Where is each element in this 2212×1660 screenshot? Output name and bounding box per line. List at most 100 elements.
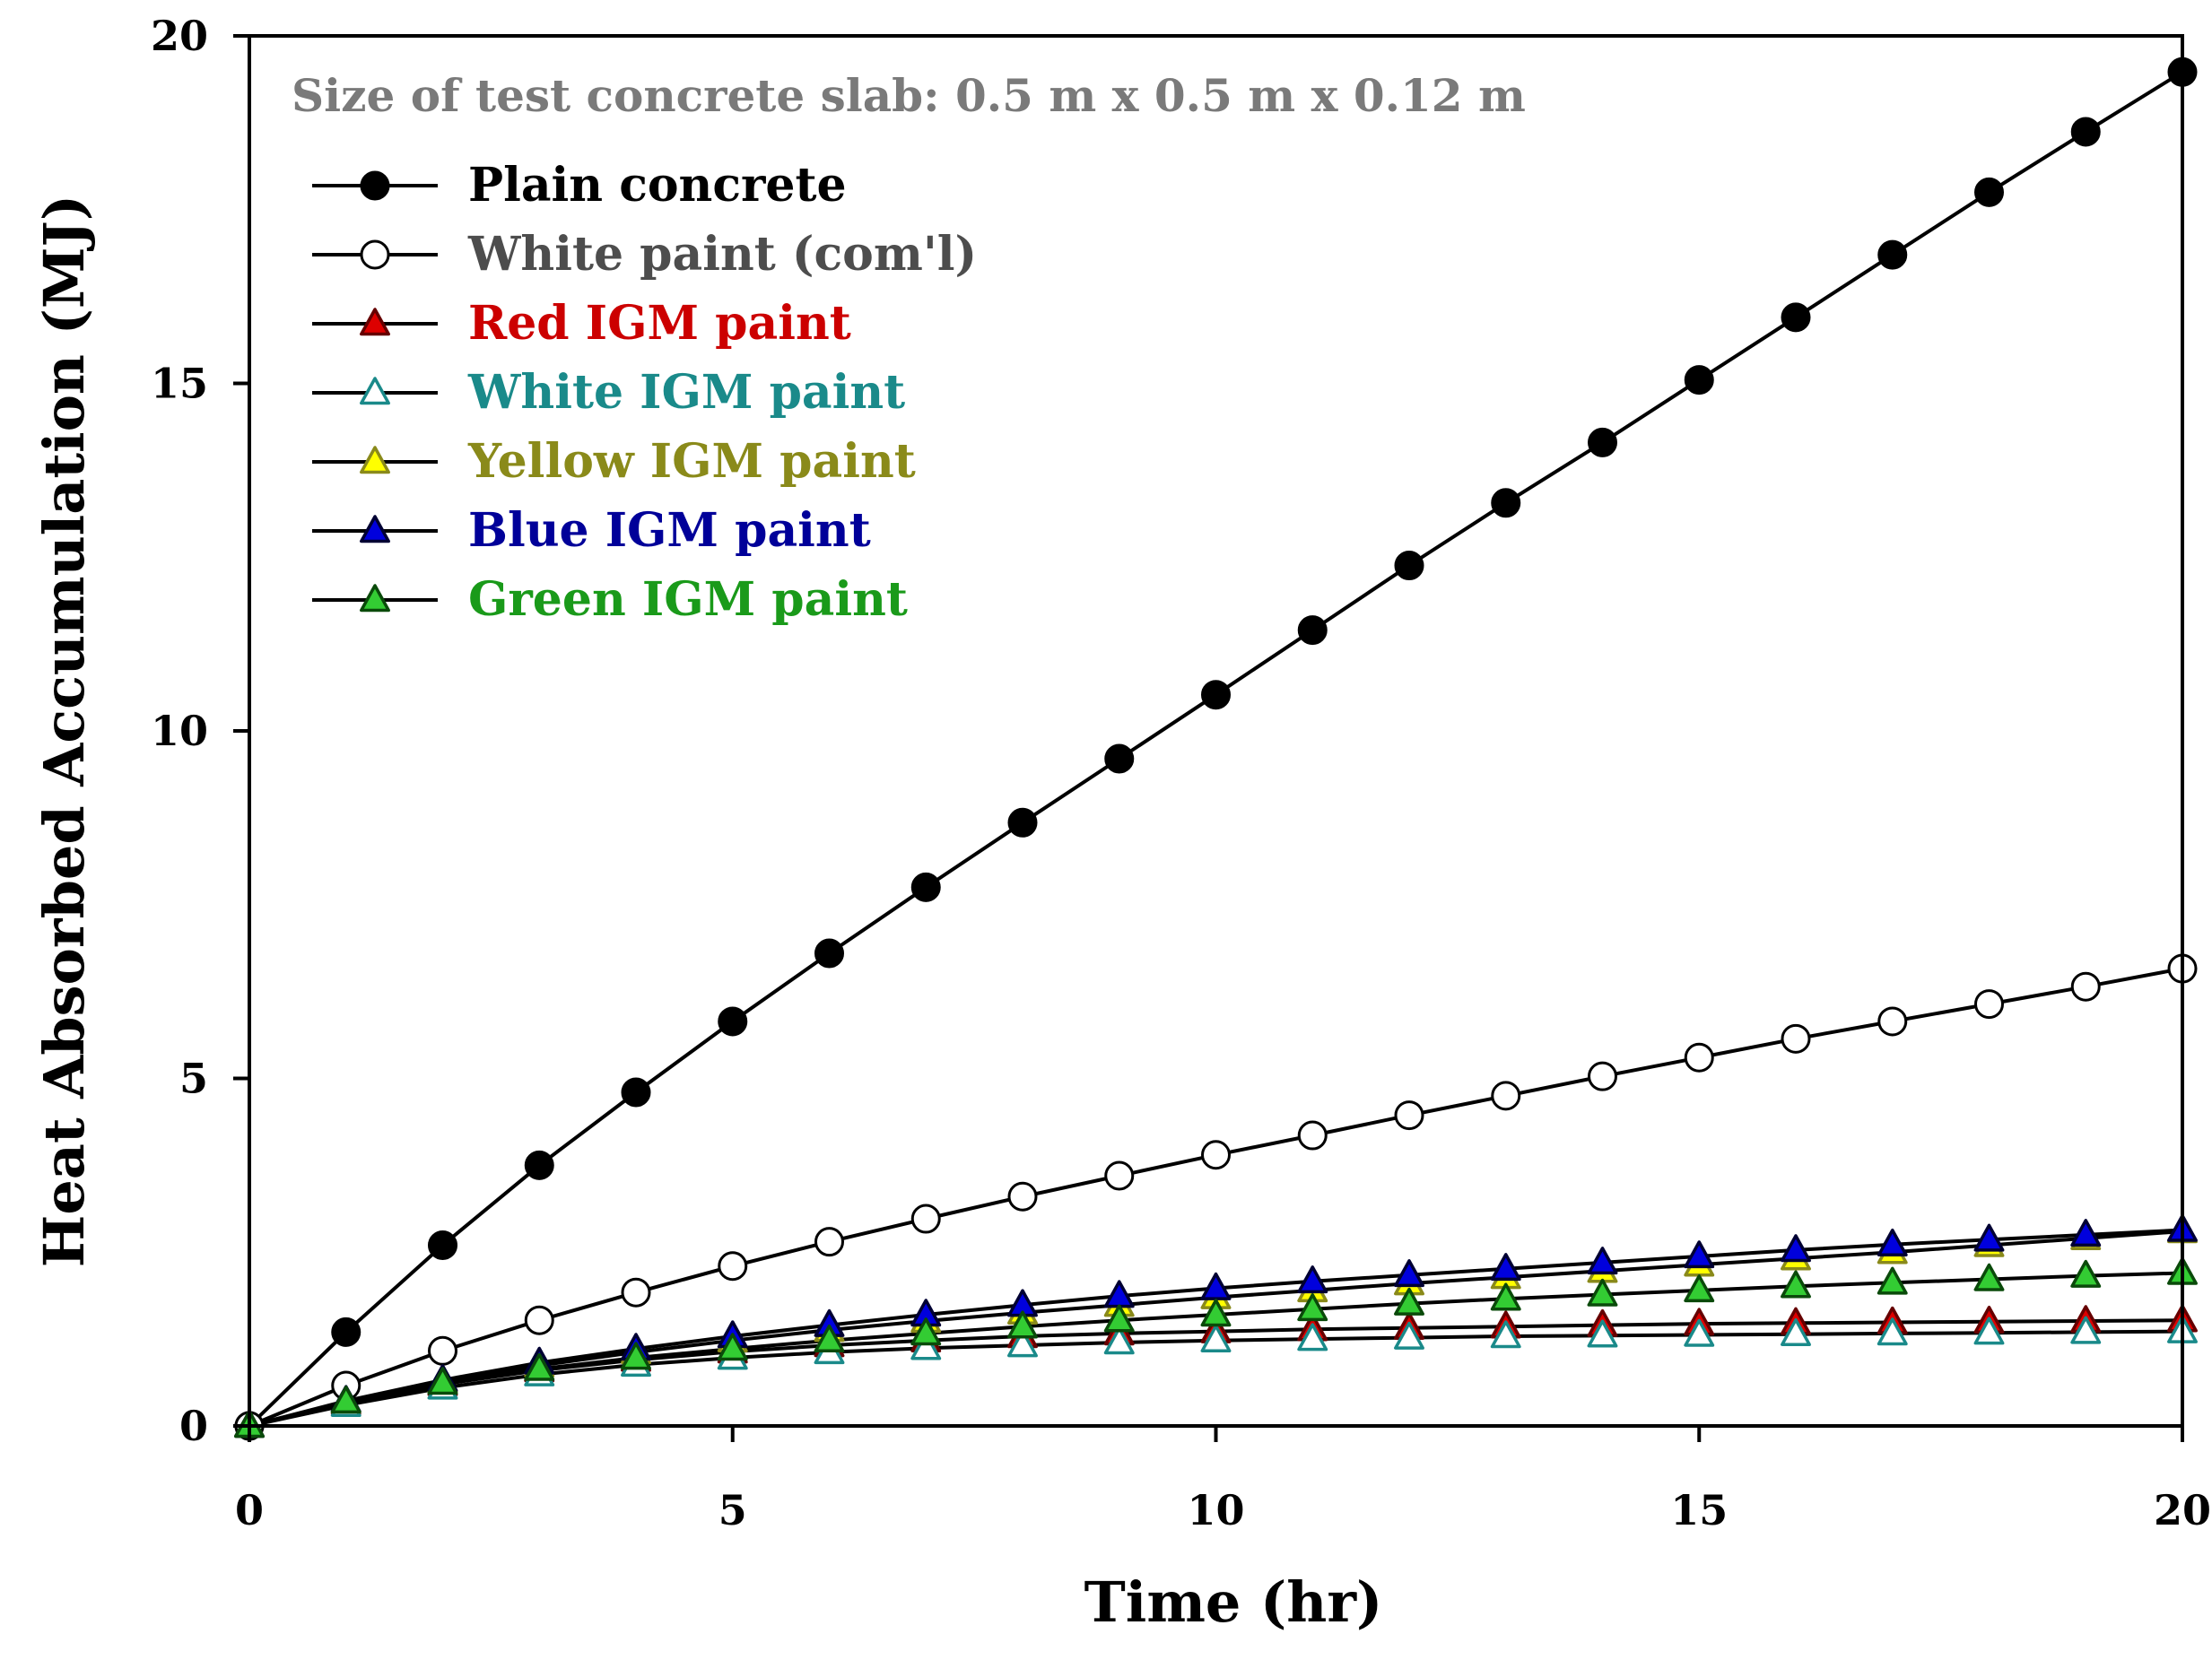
data-point-white-paint-com-l <box>621 1277 651 1308</box>
legend-label-white-paint-com-l: White paint (com'l) <box>467 227 977 282</box>
data-point-green-igm-paint <box>427 1367 458 1395</box>
data-point-white-paint-com-l <box>1877 1006 1908 1037</box>
ticks-layer: 0 5 10 15 20 0 5 10 15 20 <box>151 12 2211 1534</box>
data-point-blue-igm-paint <box>1973 1223 2005 1252</box>
data-point-green-igm-paint <box>1781 1270 1811 1299</box>
y-tick-label: 15 <box>151 360 208 408</box>
data-point-green-igm-paint <box>1877 1266 1908 1295</box>
legend-marker-yellow-igm-paint <box>360 446 390 474</box>
data-point-green-igm-paint <box>1007 1310 1038 1339</box>
legend-label-blue-igm-paint: Blue IGM paint <box>468 503 871 558</box>
data-point-white-paint-com-l <box>1394 1100 1424 1131</box>
data-point-green-igm-paint <box>1103 1304 1135 1333</box>
data-point-green-igm-paint <box>1200 1299 1232 1327</box>
data-point-plain-concrete <box>621 1077 651 1108</box>
data-point-green-igm-paint <box>1394 1287 1424 1316</box>
data-point-white-paint-com-l <box>1491 1081 1521 1111</box>
data-point-plain-concrete <box>1201 680 1231 710</box>
data-point-blue-igm-paint <box>1394 1259 1424 1288</box>
legend-marker-white-paint-com-l <box>360 239 390 270</box>
legend-label-red-igm-paint: Red IGM paint <box>468 296 851 351</box>
data-point-plain-concrete <box>718 1006 748 1037</box>
data-point-blue-igm-paint <box>1781 1234 1811 1263</box>
data-point-green-igm-paint <box>1490 1282 1521 1311</box>
data-point-plain-concrete <box>524 1150 554 1180</box>
slab-size-annotation: Size of test concrete slab: 0.5 m x 0.5 … <box>292 69 1526 122</box>
data-point-plain-concrete <box>1781 302 1811 333</box>
data-point-white-igm-paint <box>1394 1321 1424 1350</box>
data-point-white-igm-paint <box>2070 1316 2102 1344</box>
legend-marker-white-igm-paint <box>360 377 390 405</box>
legend-label-white-igm-paint: White IGM paint <box>467 365 905 420</box>
data-point-white-paint-com-l <box>1104 1160 1135 1191</box>
data-point-plain-concrete <box>1877 239 1908 270</box>
data-point-blue-igm-paint <box>1200 1272 1232 1300</box>
x-tick-label: 20 <box>2154 1486 2211 1534</box>
data-point-green-igm-paint <box>1684 1274 1715 1303</box>
data-point-white-paint-com-l <box>910 1204 941 1234</box>
data-point-green-igm-paint <box>330 1386 361 1414</box>
data-point-white-igm-paint <box>910 1332 942 1360</box>
data-point-white-igm-paint <box>1684 1318 1715 1347</box>
data-point-green-igm-paint <box>1973 1263 2005 1291</box>
y-tick-label: 5 <box>179 1055 208 1103</box>
data-point-white-igm-paint <box>1103 1326 1135 1355</box>
x-axis-title: Time (hr) <box>1084 1569 1383 1635</box>
data-point-white-igm-paint <box>1490 1320 1521 1349</box>
data-point-green-igm-paint <box>1297 1293 1328 1322</box>
data-point-plain-concrete <box>1104 743 1135 774</box>
data-point-green-igm-paint <box>1587 1278 1618 1307</box>
x-tick-label: 15 <box>1670 1486 1728 1534</box>
x-tick-label: 0 <box>235 1486 264 1534</box>
y-tick-label: 0 <box>179 1402 208 1450</box>
data-point-green-igm-paint <box>524 1352 555 1381</box>
legend-marker-blue-igm-paint <box>360 515 390 543</box>
data-point-white-paint-com-l <box>524 1305 554 1335</box>
data-point-white-igm-paint <box>1297 1323 1328 1351</box>
data-point-white-paint-com-l <box>1781 1023 1811 1054</box>
data-point-plain-concrete <box>1588 427 1617 457</box>
data-point-plain-concrete <box>331 1317 361 1347</box>
legend: Plain concrete White paint (com'l) Red IGM… <box>312 158 977 627</box>
data-point-plain-concrete <box>1974 177 2004 207</box>
data-point-white-paint-com-l <box>718 1251 748 1282</box>
data-point-blue-igm-paint <box>1297 1265 1328 1294</box>
data-point-green-igm-paint <box>910 1317 942 1346</box>
legend-label-yellow-igm-paint: Yellow IGM paint <box>467 434 916 489</box>
x-tick-label: 5 <box>718 1486 747 1534</box>
data-point-blue-igm-paint <box>2070 1219 2102 1247</box>
data-point-green-igm-paint <box>814 1324 845 1352</box>
data-point-green-igm-paint <box>621 1342 651 1370</box>
data-point-plain-concrete <box>814 938 844 969</box>
data-point-blue-igm-paint <box>1877 1228 1908 1256</box>
legend-marker-plain-concrete <box>360 170 390 201</box>
data-point-plain-concrete <box>1491 488 1521 518</box>
data-point-white-paint-com-l <box>1007 1181 1038 1212</box>
data-point-white-paint-com-l <box>2070 971 2101 1002</box>
data-point-white-igm-paint <box>1973 1317 2005 1345</box>
legend-label-green-igm-paint: Green IGM paint <box>468 572 908 627</box>
data-point-white-igm-paint <box>1007 1329 1038 1358</box>
data-point-plain-concrete <box>1297 615 1328 646</box>
data-point-white-paint-com-l <box>1201 1140 1231 1170</box>
data-point-green-igm-paint <box>717 1333 748 1361</box>
legend-label-plain-concrete: Plain concrete <box>468 158 847 213</box>
y-tick-label: 20 <box>151 12 208 60</box>
data-point-plain-concrete <box>1394 551 1424 581</box>
series-layer <box>234 56 2198 1441</box>
data-point-white-paint-com-l <box>428 1335 457 1366</box>
legend-marker-green-igm-paint <box>360 584 390 613</box>
data-point-white-igm-paint <box>1200 1324 1232 1352</box>
data-point-white-igm-paint <box>1587 1319 1618 1348</box>
data-point-plain-concrete <box>2070 117 2101 147</box>
data-point-white-igm-paint <box>1877 1317 1908 1346</box>
data-point-white-paint-com-l <box>814 1227 844 1257</box>
data-point-plain-concrete <box>1684 365 1714 395</box>
data-point-white-paint-com-l <box>1684 1042 1714 1073</box>
data-point-plain-concrete <box>1007 807 1038 838</box>
data-point-green-igm-paint <box>2070 1259 2102 1288</box>
data-point-plain-concrete <box>910 872 941 902</box>
data-point-blue-igm-paint <box>1587 1247 1618 1275</box>
